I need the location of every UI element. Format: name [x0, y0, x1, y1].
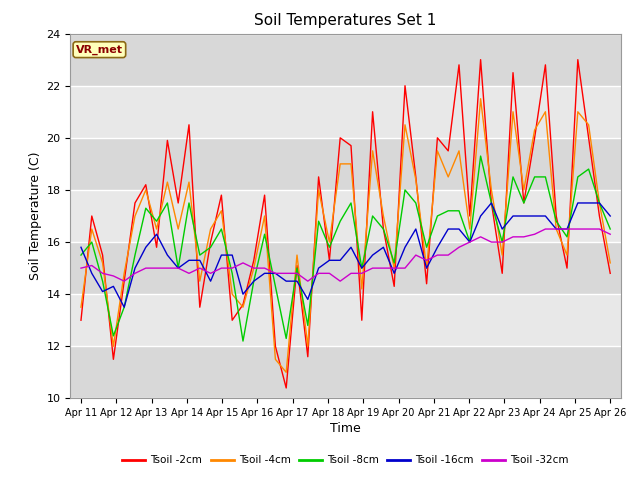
- Bar: [70, 138, 621, 190]
- Bar: [70, 34, 621, 86]
- X-axis label: Time: Time: [330, 422, 361, 435]
- Bar: [70, 242, 621, 294]
- Legend: Tsoil -2cm, Tsoil -4cm, Tsoil -8cm, Tsoil -16cm, Tsoil -32cm: Tsoil -2cm, Tsoil -4cm, Tsoil -8cm, Tsoi…: [118, 451, 573, 469]
- Bar: [70, 86, 621, 138]
- Title: Soil Temperatures Set 1: Soil Temperatures Set 1: [255, 13, 436, 28]
- Text: VR_met: VR_met: [76, 45, 123, 55]
- Y-axis label: Soil Temperature (C): Soil Temperature (C): [29, 152, 42, 280]
- Bar: [70, 294, 621, 346]
- Bar: [70, 190, 621, 242]
- Bar: [70, 346, 621, 398]
